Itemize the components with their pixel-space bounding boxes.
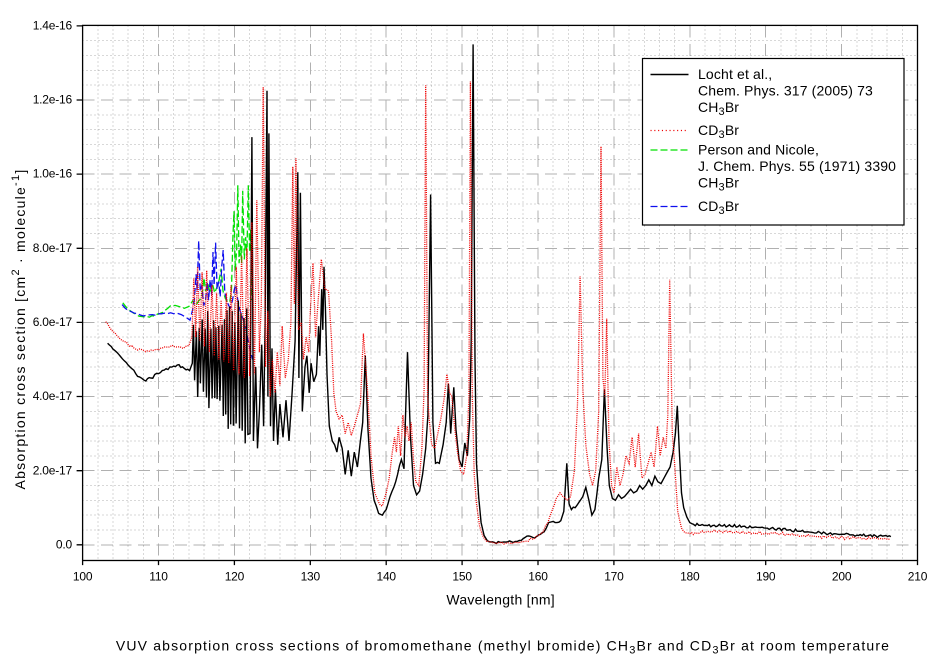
svg-text:8.0e-17: 8.0e-17: [33, 241, 73, 255]
svg-text:6.0e-17: 6.0e-17: [33, 315, 73, 329]
svg-text:130: 130: [301, 569, 321, 583]
svg-text:200: 200: [832, 569, 852, 583]
svg-text:160: 160: [528, 569, 548, 583]
svg-text:150: 150: [452, 569, 472, 583]
svg-text:100: 100: [73, 569, 93, 583]
svg-text:VUV absorption cross sections: VUV absorption cross sections of bromome…: [116, 638, 890, 657]
svg-text:190: 190: [756, 569, 776, 583]
svg-text:CH3Br: CH3Br: [698, 175, 739, 194]
svg-text:Absorption cross section [cm2: Absorption cross section [cm2 · molecule…: [10, 169, 28, 490]
svg-text:Person and Nicole,: Person and Nicole,: [698, 142, 819, 158]
svg-text:Wavelength [nm]: Wavelength [nm]: [446, 592, 555, 608]
svg-text:2.0e-17: 2.0e-17: [33, 463, 73, 477]
svg-text:CD3Br: CD3Br: [698, 122, 739, 141]
svg-text:140: 140: [376, 569, 396, 583]
svg-text:1.0e-16: 1.0e-16: [33, 167, 73, 181]
svg-text:210: 210: [908, 569, 928, 583]
svg-text:CH3Br: CH3Br: [698, 99, 739, 118]
svg-text:120: 120: [225, 569, 245, 583]
svg-text:170: 170: [604, 569, 624, 583]
svg-text:180: 180: [680, 569, 700, 583]
svg-text:1.2e-16: 1.2e-16: [33, 93, 73, 107]
svg-text:CD3Br: CD3Br: [698, 198, 739, 217]
svg-text:4.0e-17: 4.0e-17: [33, 389, 73, 403]
svg-text:Chem. Phys. 317 (2005) 73: Chem. Phys. 317 (2005) 73: [698, 83, 873, 99]
svg-text:0.0: 0.0: [56, 537, 73, 551]
svg-text:Locht et al.,: Locht et al.,: [698, 66, 772, 82]
svg-text:1.4e-16: 1.4e-16: [33, 19, 73, 33]
svg-text:110: 110: [149, 569, 168, 583]
svg-text:J. Chem. Phys. 55 (1971) 3390: J. Chem. Phys. 55 (1971) 3390: [698, 158, 896, 174]
